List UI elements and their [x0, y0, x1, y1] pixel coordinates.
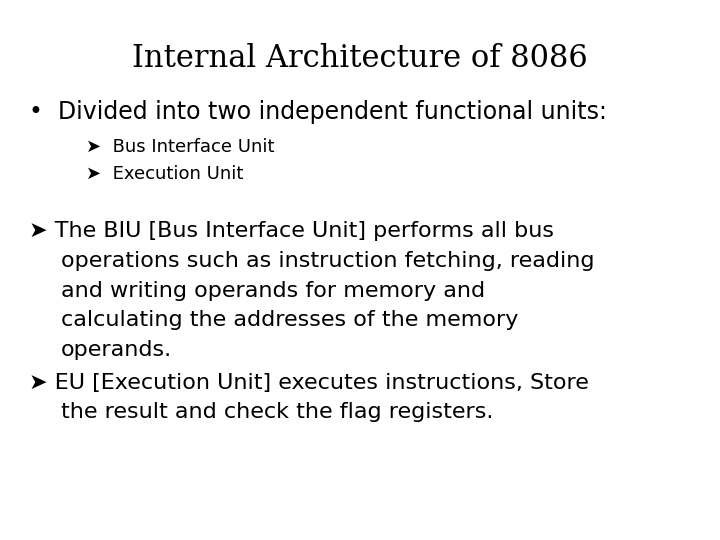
Text: ➤ The BIU [Bus Interface Unit] performs all bus: ➤ The BIU [Bus Interface Unit] performs … [29, 221, 554, 241]
Text: and writing operands for memory and: and writing operands for memory and [61, 281, 485, 301]
Text: ➤  Bus Interface Unit: ➤ Bus Interface Unit [86, 138, 275, 156]
Text: •  Divided into two independent functional units:: • Divided into two independent functiona… [29, 100, 607, 124]
Text: ➤ EU [Execution Unit] executes instructions, Store: ➤ EU [Execution Unit] executes instructi… [29, 373, 589, 393]
Text: the result and check the flag registers.: the result and check the flag registers. [61, 402, 494, 422]
Text: operations such as instruction fetching, reading: operations such as instruction fetching,… [61, 251, 595, 271]
Text: ➤  Execution Unit: ➤ Execution Unit [86, 165, 244, 183]
Text: Internal Architecture of 8086: Internal Architecture of 8086 [132, 43, 588, 74]
Text: calculating the addresses of the memory: calculating the addresses of the memory [61, 310, 518, 330]
Text: operands.: operands. [61, 340, 172, 360]
